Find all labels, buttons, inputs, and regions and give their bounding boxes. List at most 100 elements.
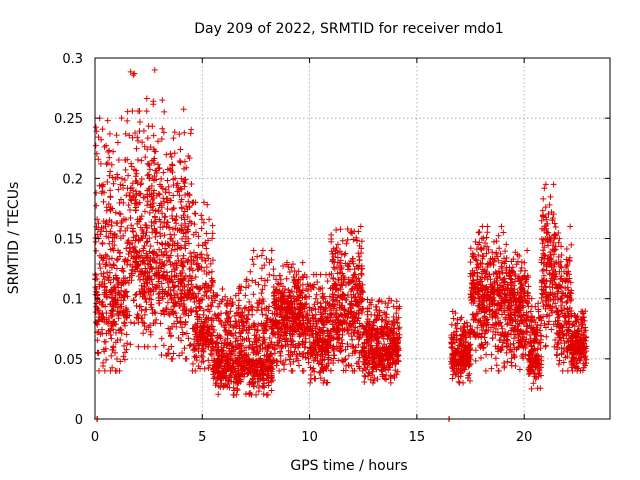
data-point xyxy=(110,247,117,254)
data-point xyxy=(106,255,113,262)
data-point xyxy=(177,320,184,327)
data-point xyxy=(121,177,128,184)
data-point xyxy=(151,249,158,256)
data-point xyxy=(237,333,244,340)
data-point xyxy=(171,129,178,136)
data-point xyxy=(134,156,141,163)
data-point xyxy=(174,318,181,325)
data-point xyxy=(277,352,284,359)
data-point xyxy=(127,341,134,348)
data-point xyxy=(108,222,115,229)
data-point xyxy=(132,291,139,298)
data-point xyxy=(195,233,202,240)
data-point xyxy=(189,290,196,297)
data-point xyxy=(100,363,107,370)
data-point xyxy=(183,355,190,362)
data-point xyxy=(135,343,142,350)
data-point xyxy=(168,247,175,254)
data-point xyxy=(127,68,134,75)
data-point xyxy=(242,391,249,398)
data-point xyxy=(132,204,139,211)
data-point xyxy=(208,275,215,282)
data-point xyxy=(95,156,102,163)
data-point xyxy=(106,154,113,161)
data-point xyxy=(542,181,549,188)
data-point xyxy=(143,279,150,286)
data-point xyxy=(344,236,351,243)
data-point xyxy=(140,194,147,201)
data-point xyxy=(186,218,193,225)
data-point xyxy=(156,300,163,307)
data-point xyxy=(355,250,362,257)
data-point xyxy=(103,161,110,168)
data-point xyxy=(181,129,188,136)
data-point xyxy=(170,205,177,212)
data-point xyxy=(95,318,102,325)
data-point xyxy=(479,223,486,230)
data-point xyxy=(123,245,130,252)
data-point xyxy=(184,228,191,235)
data-point xyxy=(116,249,123,256)
data-point xyxy=(113,132,120,139)
data-point xyxy=(150,288,157,295)
data-point xyxy=(230,384,237,391)
data-point xyxy=(172,299,179,306)
data-point xyxy=(503,349,510,356)
data-point xyxy=(104,274,111,281)
data-point xyxy=(216,355,223,362)
data-point xyxy=(98,270,105,277)
data-point xyxy=(151,155,158,162)
data-point xyxy=(323,271,330,278)
data-point xyxy=(170,287,177,294)
data-point xyxy=(152,310,159,317)
data-point xyxy=(182,306,189,313)
data-point xyxy=(181,183,188,190)
data-point xyxy=(121,293,128,300)
data-point xyxy=(136,237,143,244)
chart-title: Day 209 of 2022, SRMTID for receiver mdo… xyxy=(194,21,503,37)
data-point xyxy=(150,98,157,105)
data-point xyxy=(114,308,121,315)
data-point xyxy=(118,287,125,294)
data-point xyxy=(114,281,121,288)
data-point xyxy=(117,303,124,310)
data-point xyxy=(476,228,483,235)
data-point xyxy=(182,272,189,279)
data-point xyxy=(259,247,266,254)
data-point xyxy=(98,224,105,231)
data-point xyxy=(103,356,110,363)
data-point xyxy=(190,343,197,350)
data-point xyxy=(358,309,365,316)
data-point xyxy=(161,198,168,205)
data-point xyxy=(343,240,350,247)
data-point xyxy=(255,304,262,311)
data-point xyxy=(197,329,204,336)
data-point xyxy=(282,357,289,364)
data-point xyxy=(112,175,119,182)
data-point xyxy=(189,360,196,367)
data-point xyxy=(106,130,113,137)
data-point xyxy=(205,357,212,364)
data-point xyxy=(170,309,177,316)
data-point xyxy=(193,307,200,314)
data-point xyxy=(120,216,127,223)
data-point xyxy=(184,214,191,221)
data-point xyxy=(148,276,155,283)
data-point xyxy=(528,303,535,310)
data-point xyxy=(178,186,185,193)
data-point xyxy=(163,257,170,264)
data-point xyxy=(176,131,183,138)
data-point xyxy=(543,333,550,340)
data-point xyxy=(307,372,314,379)
data-point xyxy=(179,350,186,357)
data-point xyxy=(221,372,228,379)
data-point xyxy=(110,180,117,187)
data-point xyxy=(259,311,266,318)
data-point xyxy=(158,310,165,317)
data-point xyxy=(115,315,122,322)
data-point xyxy=(193,229,200,236)
data-point xyxy=(124,308,131,315)
data-point xyxy=(148,222,155,229)
data-point xyxy=(127,196,134,203)
data-point xyxy=(188,219,195,226)
